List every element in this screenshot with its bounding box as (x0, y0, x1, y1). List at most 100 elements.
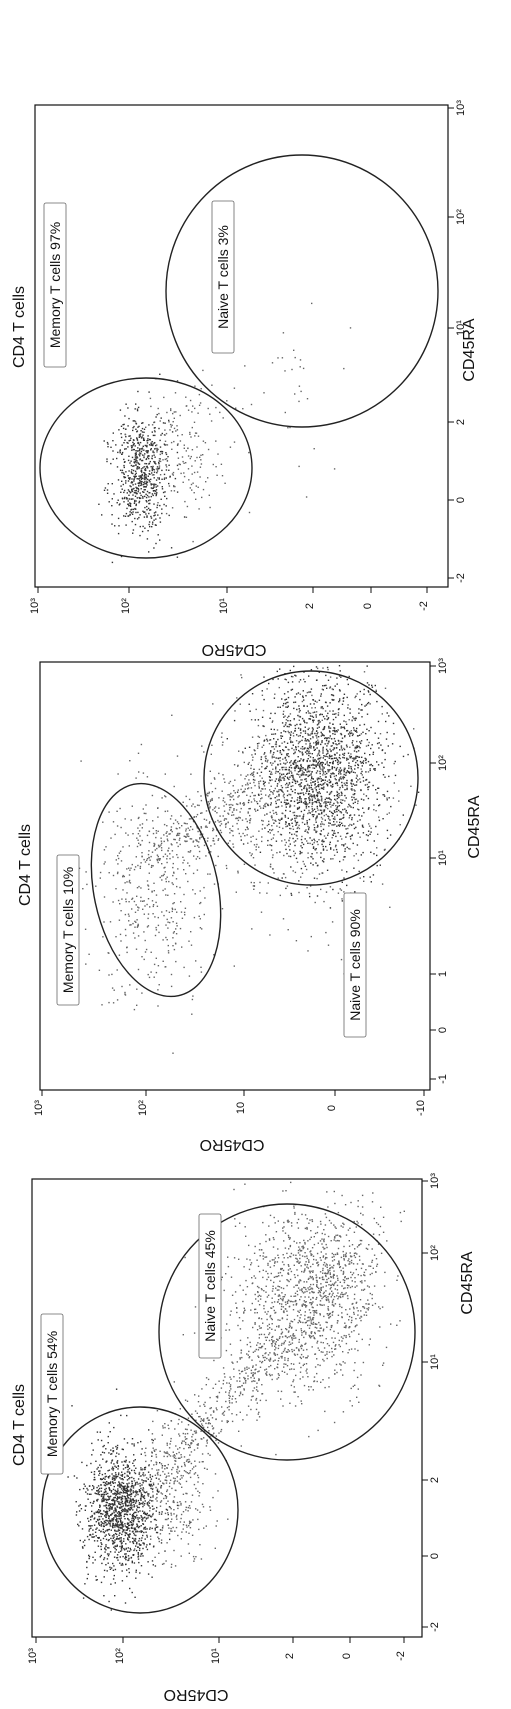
event-point (383, 795, 386, 797)
event-point (294, 782, 297, 785)
event-point (289, 1245, 291, 1248)
event-point (184, 1436, 186, 1438)
event-point (133, 1534, 136, 1536)
event-point (299, 709, 301, 712)
event-point (316, 1312, 318, 1314)
event-point (315, 1259, 317, 1261)
event-point (126, 1484, 129, 1486)
event-point (101, 1562, 103, 1565)
event-point (355, 826, 357, 829)
event-point (170, 1521, 172, 1523)
event-point (379, 1225, 382, 1228)
event-point (118, 1453, 120, 1455)
event-point (347, 733, 350, 735)
event-point (177, 822, 180, 825)
event-point (104, 1481, 106, 1484)
event-point (129, 1472, 131, 1475)
event-point (233, 1368, 235, 1370)
event-point (337, 1320, 339, 1322)
event-point (319, 1314, 321, 1316)
event-point (193, 1560, 195, 1562)
event-point (208, 852, 210, 854)
event-point (117, 857, 120, 860)
event-point (279, 789, 282, 791)
event-point (127, 1547, 129, 1549)
event-point (109, 1503, 112, 1505)
event-point (351, 1280, 353, 1282)
event-point (125, 1505, 127, 1507)
event-point (361, 703, 363, 706)
event-point (281, 722, 284, 724)
event-point (342, 1295, 344, 1298)
event-point (313, 1258, 315, 1261)
event-point (326, 666, 329, 669)
event-point (290, 1320, 292, 1322)
panel-2: CD4 T cells CD45RA CD45RO Memory T cells… (17, 658, 483, 1153)
event-point (127, 1526, 129, 1528)
event-point (299, 728, 302, 730)
event-point (154, 1565, 157, 1567)
event-point (108, 1483, 110, 1485)
event-point (126, 946, 128, 949)
event-point (234, 1218, 236, 1220)
event-point (238, 816, 240, 819)
event-point (137, 827, 139, 829)
event-point (244, 1369, 246, 1371)
event-point (126, 1575, 128, 1578)
event-point (124, 1503, 127, 1505)
event-point (109, 1495, 112, 1497)
event-point (161, 849, 163, 852)
event-point (148, 1464, 150, 1466)
event-point (123, 1513, 126, 1516)
event-point (239, 1328, 242, 1330)
event-point (361, 1206, 364, 1208)
event-point (103, 1576, 105, 1578)
event-point (123, 1529, 125, 1531)
event-point (295, 1302, 298, 1305)
event-point (232, 825, 234, 827)
event-point (113, 1485, 115, 1488)
event-point (169, 1479, 172, 1481)
event-point (240, 839, 242, 841)
event-point (323, 1248, 325, 1250)
event-point (129, 869, 131, 871)
event-point (174, 1463, 176, 1465)
event-point (283, 1226, 285, 1228)
event-point (138, 1530, 140, 1533)
event-point (291, 741, 294, 743)
event-point (218, 1432, 220, 1434)
event-point (82, 1547, 84, 1549)
event-point (275, 1231, 278, 1233)
event-point (291, 1321, 294, 1323)
event-point (110, 1462, 112, 1464)
event-point (299, 768, 301, 771)
event-point (288, 1306, 291, 1308)
event-point (295, 1337, 297, 1339)
event-point (220, 820, 222, 823)
event-point (131, 1561, 133, 1564)
event-point (201, 1423, 203, 1425)
event-point (151, 1488, 154, 1491)
event-point (146, 858, 149, 860)
event-point (143, 931, 145, 933)
event-point (344, 794, 346, 797)
event-point (172, 1477, 175, 1479)
event-point (127, 1555, 130, 1557)
event-point (227, 812, 229, 814)
event-point (173, 1549, 175, 1552)
event-point (151, 1515, 153, 1517)
event-point (312, 721, 314, 723)
event-point (105, 846, 107, 848)
event-point (89, 1516, 92, 1518)
event-point (155, 1448, 157, 1451)
event-point (360, 772, 362, 775)
event-point (220, 1428, 223, 1431)
event-point (281, 1267, 283, 1270)
event-point (371, 744, 373, 746)
event-point (313, 1236, 315, 1238)
event-point (321, 1334, 324, 1337)
event-point (360, 1243, 362, 1245)
event-point (354, 1256, 357, 1259)
event-point (331, 1351, 333, 1353)
event-point (303, 786, 305, 788)
